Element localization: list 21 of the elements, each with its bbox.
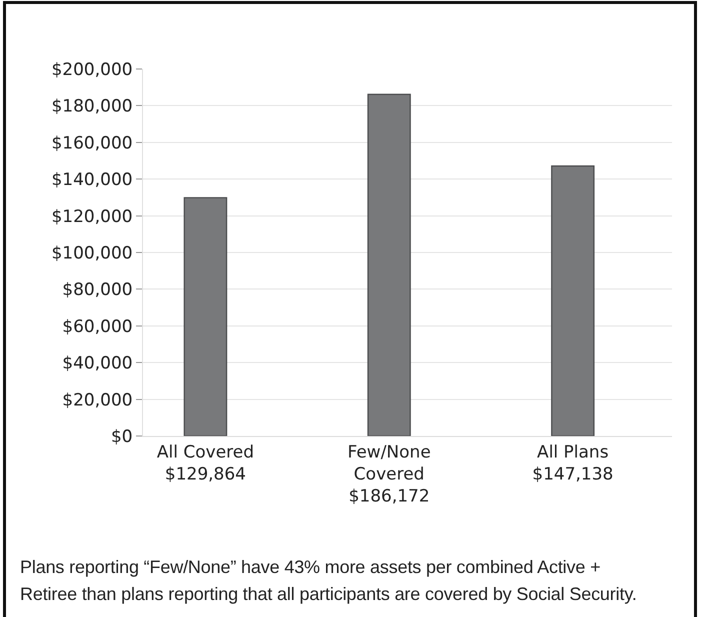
bar xyxy=(367,94,411,436)
x-tick-label: All Covered xyxy=(156,442,254,462)
bar xyxy=(184,197,228,436)
x-tick-label: Few/None Covered xyxy=(347,442,431,484)
y-tick-label: $20,000 xyxy=(62,390,133,410)
y-tick-label: $140,000 xyxy=(51,170,133,190)
y-tick-label: $60,000 xyxy=(62,316,133,337)
text: Plans reporting “Few/None” have 43% more assets per combined Active + Retiree than plans reporting that all participants are covered by Social Security. xyxy=(20,556,638,606)
data-label: $186,172 xyxy=(348,486,430,507)
data-label: $147,138 xyxy=(532,464,614,484)
y-tick-label: $80,000 xyxy=(62,280,133,300)
x-tick-label: All Plans xyxy=(537,442,609,462)
y-tick-label: $160,000 xyxy=(51,133,133,154)
y-tick-label: $120,000 xyxy=(51,206,133,227)
y-tick-label: $200,000 xyxy=(51,60,133,80)
y-tick-label: $0 xyxy=(110,426,133,447)
y-tick-label: $100,000 xyxy=(51,243,133,264)
y-tick-label: $180,000 xyxy=(51,96,133,117)
y-tick-label: $40,000 xyxy=(62,354,133,374)
data-label: $129,864 xyxy=(164,464,246,484)
bar xyxy=(551,165,595,436)
